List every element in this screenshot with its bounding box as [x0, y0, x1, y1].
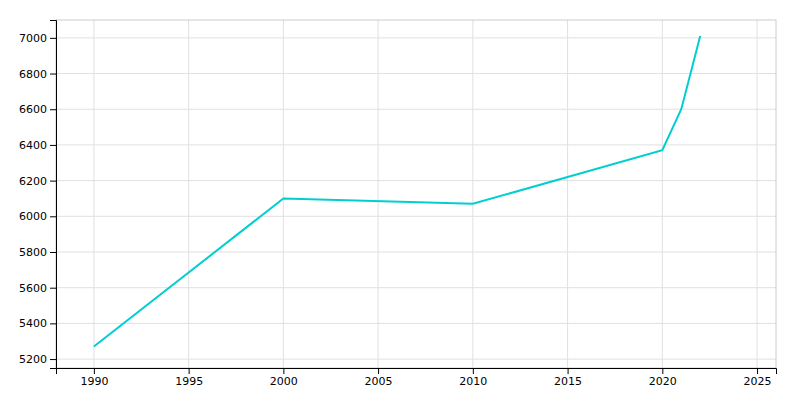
y-tick-label: 5400: [19, 317, 47, 330]
x-tick-mark: [473, 368, 474, 374]
y-tick-label: 6200: [19, 175, 47, 188]
grid-line-x: [378, 20, 379, 368]
y-tick: 7000: [19, 32, 56, 45]
grid-line-x: [188, 20, 189, 368]
x-tick-mark: [283, 368, 284, 374]
x-tick-label: 1990: [80, 375, 108, 388]
marks: [94, 36, 700, 347]
x-tick: 2015: [554, 368, 582, 388]
x-tick: 2020: [649, 368, 677, 388]
plot: 1990 1995 2000 2005 2010 2015 2020 2025 5200 5400…: [19, 20, 777, 388]
y-tick-label: 5200: [19, 353, 47, 366]
x-tick-mark: [757, 368, 758, 374]
x-axis: 1990 1995 2000 2005 2010 2015 2020 2025: [57, 368, 777, 388]
x-tick-label: 1995: [175, 375, 203, 388]
x-tick-label: 2015: [554, 375, 582, 388]
x-tick-label: 2005: [365, 375, 393, 388]
x-tick: 1995: [175, 368, 203, 388]
y-tick-mark: [50, 181, 56, 182]
y-tick-mark: [50, 74, 56, 75]
y-tick-mark: [50, 252, 56, 253]
y-tick-label: 6000: [19, 210, 47, 223]
y-tick: 6400: [19, 139, 56, 152]
y-tick-mark: [50, 359, 56, 360]
x-tick-label: 2000: [270, 375, 298, 388]
grid-line-y: [56, 109, 776, 110]
x-tick-mark: [94, 368, 95, 374]
plot-frame: [56, 20, 776, 368]
chart: 1990 1995 2000 2005 2010 2015 2020 2025 5200 5400…: [0, 0, 800, 400]
grid-line-y: [56, 323, 776, 324]
grid-line-x: [283, 20, 284, 368]
y-tick-label: 6600: [19, 103, 47, 116]
grid-line-x: [93, 20, 94, 368]
y-tick: 5400: [19, 317, 56, 330]
line: [94, 36, 700, 347]
y-tick: 6200: [19, 175, 56, 188]
y-tick-mark: [50, 145, 56, 146]
x-tick: 2005: [365, 368, 393, 388]
y-tick-label: 5800: [19, 246, 47, 259]
x-tick-label: 2020: [649, 375, 677, 388]
grid: [56, 20, 776, 368]
x-tick-mark: [662, 368, 663, 374]
y-tick-mark: [50, 38, 56, 39]
x-tick: 2025: [744, 368, 772, 388]
y-tick-label: 6400: [19, 139, 47, 152]
grid-line-y: [56, 144, 776, 145]
x-tick: 2010: [459, 368, 487, 388]
grid-line-x: [662, 20, 663, 368]
x-tick: 2000: [270, 368, 298, 388]
x-tick-mark: [568, 368, 569, 374]
y-tick: 5800: [19, 246, 56, 259]
y-tick-mark: [50, 216, 56, 217]
x-tick-label: 2010: [459, 375, 487, 388]
grid-line-y: [56, 73, 776, 74]
y-tick: 5600: [19, 282, 56, 295]
x-axis-line: [57, 369, 777, 375]
grid-line-x: [567, 20, 568, 368]
y-tick-mark: [50, 288, 56, 289]
y-tick-label: 6800: [19, 68, 47, 81]
grid-line-y: [56, 37, 776, 38]
x-tick-mark: [189, 368, 190, 374]
grid-line-y: [56, 287, 776, 288]
y-tick: 6600: [19, 103, 56, 116]
grid-line-x: [472, 20, 473, 368]
grid-line-y: [56, 359, 776, 360]
y-tick-label: 5600: [19, 282, 47, 295]
y-axis: 5200 5400 5600 5800 6000 6200 6400 6600 6800 7000: [19, 21, 57, 369]
grid-line-x: [757, 20, 758, 368]
grid-line-y: [56, 252, 776, 253]
grid-line-y: [56, 180, 776, 181]
y-axis-line: [50, 21, 57, 369]
y-tick: 6800: [19, 68, 56, 81]
x-tick: 1990: [80, 368, 108, 388]
x-tick-mark: [378, 368, 379, 374]
x-tick-label: 2025: [744, 375, 772, 388]
y-tick-label: 7000: [19, 32, 47, 45]
y-tick: 6000: [19, 210, 56, 223]
y-tick: 5200: [19, 353, 56, 366]
grid-line-y: [56, 216, 776, 217]
y-tick-mark: [50, 109, 56, 110]
y-tick-mark: [50, 323, 56, 324]
